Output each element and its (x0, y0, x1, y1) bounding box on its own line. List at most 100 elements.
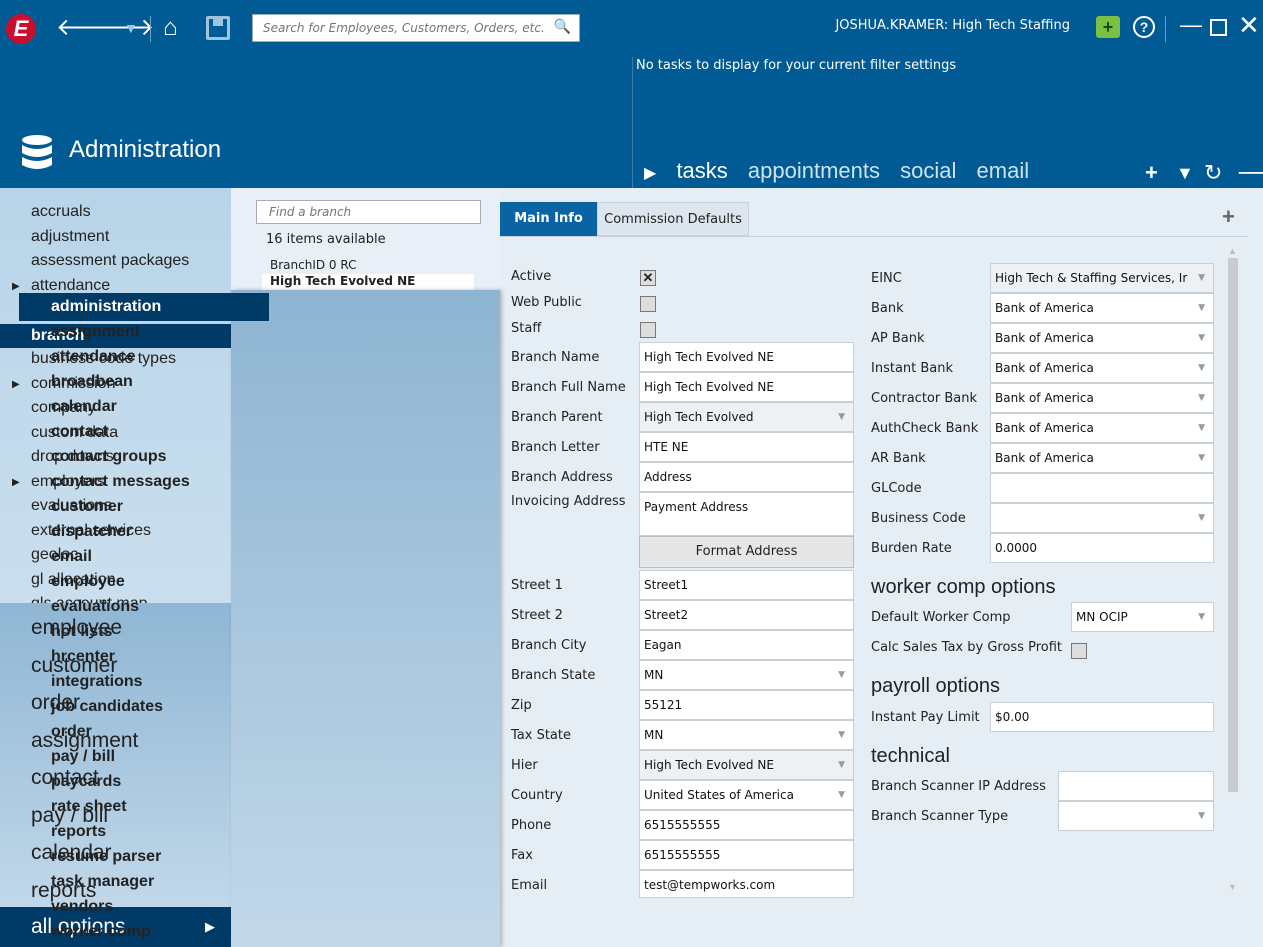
submenu-item[interactable]: order (51, 723, 92, 740)
close-icon[interactable]: ✕ (1238, 10, 1260, 40)
submenu-item[interactable]: vendors (51, 898, 114, 915)
filter-icon[interactable]: ▼ (1176, 163, 1194, 183)
current-user[interactable]: JOSHUA.KRAMER: High Tech Staffing (835, 18, 1070, 33)
global-search-input[interactable] (253, 15, 543, 41)
scanner-ip-field[interactable] (1058, 771, 1214, 801)
form-field[interactable]: Address (639, 462, 854, 492)
sidebar-item-geoloc[interactable]: geoloc (31, 546, 79, 563)
form-field[interactable]: High Tech Evolved ▼ (639, 402, 854, 432)
staff-checkbox[interactable] (640, 322, 656, 338)
invoicing-address-field[interactable]: Payment Address (639, 492, 854, 536)
main-nav-item[interactable]: pay / bill (31, 803, 109, 827)
submenu-item[interactable]: worker comp (51, 923, 151, 940)
expand-arrow-icon[interactable]: ▶ (12, 378, 20, 390)
tab-social[interactable]: social (900, 158, 957, 183)
forward-arrow-icon[interactable]: 🡒 (90, 14, 155, 41)
submenu-item[interactable]: task manager (51, 873, 155, 890)
sidebar-item-attendance[interactable]: attendance (31, 276, 111, 294)
list-item[interactable]: BranchID 0 RC (270, 258, 357, 272)
tab-appointments[interactable]: appointments (747, 158, 881, 183)
form-field[interactable]: High Tech Evolved NE ▼ (639, 750, 854, 780)
submenu-item[interactable]: contact (51, 423, 108, 440)
tab-email[interactable]: email (976, 158, 1030, 183)
sidebar-item-business-code-types[interactable]: business code types (31, 350, 176, 367)
home-icon[interactable]: ⌂ (163, 14, 178, 41)
submenu-item[interactable]: email (51, 548, 92, 565)
list-item-selected[interactable]: High Tech Evolved NE (262, 274, 474, 290)
submenu-item[interactable]: customer (51, 498, 124, 515)
submenu-item[interactable]: assignment (51, 323, 140, 340)
submenu-item[interactable]: contact messages (51, 473, 190, 490)
sidebar-item-commission[interactable]: commission (31, 374, 116, 392)
form-field[interactable]: 6515555555 (639, 810, 854, 840)
calc-sales-tax-checkbox[interactable] (1071, 643, 1087, 659)
sidebar-item-employers[interactable]: employers (31, 472, 105, 490)
refresh-icon[interactable]: ↻ (1204, 160, 1223, 185)
form-field[interactable]: Eagan (639, 630, 854, 660)
sidebar-item-accruals[interactable]: accruals (31, 203, 91, 220)
branch-search-input[interactable] (257, 201, 480, 223)
go-arrow-icon[interactable]: 🡒 (1236, 160, 1263, 186)
form-field[interactable]: Bank of America ▼ (990, 353, 1214, 383)
form-field[interactable]: HTE NE (639, 432, 854, 462)
main-nav-item[interactable]: customer (31, 653, 118, 677)
form-field[interactable]: 55121 (639, 690, 854, 720)
sidebar-item-drop-downs[interactable]: drop downs (31, 448, 114, 465)
form-field[interactable]: Bank of America ▼ (990, 443, 1214, 473)
form-field[interactable]: Street2 (639, 600, 854, 630)
scanner-type-select[interactable]: ▼ (1058, 801, 1214, 831)
submenu-item[interactable]: resume parser (51, 848, 162, 865)
submenu-item[interactable]: pay / bill (51, 748, 116, 765)
save-icon[interactable] (206, 16, 230, 40)
add-task-icon[interactable]: + (1145, 160, 1158, 185)
expand-arrow-icon[interactable]: ▶ (12, 476, 20, 488)
submenu-item[interactable]: reports (51, 823, 107, 840)
add-icon[interactable]: + (1222, 204, 1235, 229)
main-nav-item[interactable]: calendar (31, 841, 112, 864)
form-field[interactable]: test@tempworks.com (639, 870, 854, 898)
all-options-button[interactable]: all options ▶ (0, 907, 231, 947)
maximize-icon[interactable] (1210, 19, 1227, 36)
main-nav-item[interactable]: contact (31, 766, 99, 789)
first-aid-icon[interactable]: + (1096, 16, 1120, 38)
sidebar-item-gl-allocation[interactable]: gl allocation (31, 570, 116, 588)
global-search[interactable]: 🔍 (252, 14, 580, 42)
form-field[interactable]: Bank of America ▼ (990, 323, 1214, 353)
submenu-item[interactable]: integrations (51, 673, 143, 690)
submenu-item[interactable]: evaluations (51, 598, 140, 615)
format-address-button[interactable]: Format Address (639, 536, 854, 568)
form-field[interactable]: 6515555555 (639, 840, 854, 870)
web-public-checkbox[interactable] (640, 296, 656, 312)
form-field[interactable]: Street1 (639, 570, 854, 600)
sidebar-item-company[interactable]: company (31, 399, 96, 416)
back-arrow-icon[interactable]: 🡐 (56, 14, 121, 41)
tab-commission-defaults[interactable]: Commission Defaults (597, 202, 749, 236)
submenu-item[interactable]: attendance (51, 348, 136, 365)
sidebar-item-assessment-packages[interactable]: assessment packages (31, 252, 190, 269)
form-field[interactable]: High Tech & Staffing Services, Ir ▼ (990, 263, 1214, 293)
history-dropdown-icon[interactable]: ▼ (124, 20, 138, 36)
form-field[interactable]: Bank of America ▼ (990, 413, 1214, 443)
instant-pay-limit-field[interactable]: $0.00 (990, 702, 1214, 732)
tab-main-info[interactable]: Main Info (500, 202, 597, 236)
help-icon[interactable]: ? (1133, 16, 1155, 38)
form-field[interactable]: Bank of America ▼ (990, 293, 1214, 323)
submenu-item[interactable]: contact groups (51, 448, 167, 465)
submenu-item[interactable]: hot lists (51, 623, 113, 640)
form-field[interactable] (990, 473, 1214, 503)
submenu-item[interactable]: rate sheet (51, 798, 127, 815)
submenu-item[interactable]: broadbean (51, 373, 133, 390)
sidebar-item-adjustment[interactable]: adjustment (31, 227, 110, 245)
sidebar-item-evaluations[interactable]: evaluations (31, 497, 112, 514)
default-worker-comp-select[interactable]: MN OCIP ▼ (1071, 602, 1214, 632)
form-field[interactable]: High Tech Evolved NE (639, 342, 854, 372)
form-field[interactable]: United States of America ▼ (639, 780, 854, 810)
scroll-up-icon[interactable]: ▲ (1228, 246, 1237, 256)
form-field[interactable]: Bank of America ▼ (990, 383, 1214, 413)
minimize-icon[interactable]: — (1180, 12, 1202, 37)
submenu-item[interactable]: administration (19, 293, 269, 321)
form-field[interactable]: ▼ (990, 503, 1214, 533)
sidebar-item-branch[interactable]: branch (0, 323, 231, 348)
submenu-item[interactable]: job candidates (51, 698, 164, 715)
tasks-expand-icon[interactable]: ▶ (644, 165, 657, 182)
